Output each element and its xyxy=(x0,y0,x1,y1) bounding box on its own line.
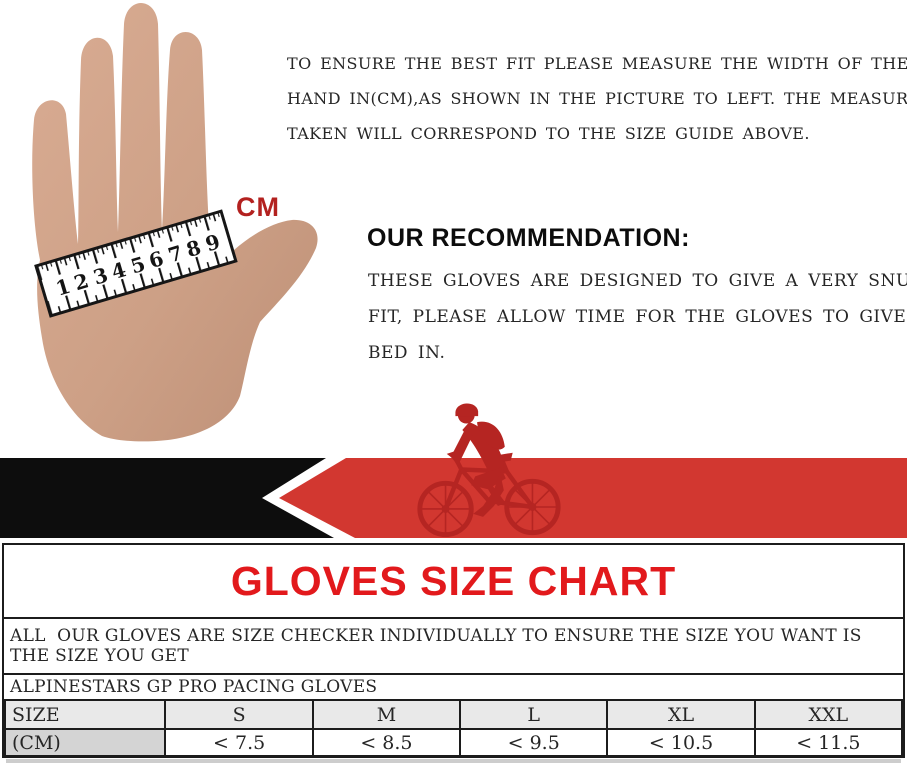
ruler-number: 3 xyxy=(90,263,110,290)
size-table-header-row: SIZE S M L XL XXL xyxy=(3,699,904,730)
fit-instructions-line: TO ENSURE THE BEST FIT PLEASE MEASURE TH… xyxy=(287,54,907,73)
cm-value-l: < 9.5 xyxy=(459,728,609,757)
size-row-header: SIZE xyxy=(3,699,167,730)
size-table: SIZE S M L XL XXL (CM) < 7.5 < 8.5 < 9.5… xyxy=(3,699,904,757)
ruler-number: 7 xyxy=(165,240,185,267)
size-chart-panel: GLOVES SIZE CHART ALL OUR GLOVES ARE SIZ… xyxy=(2,543,905,758)
cm-value-xl: < 10.5 xyxy=(606,728,756,757)
size-table-cm-row: (CM) < 7.5 < 8.5 < 9.5 < 10.5 < 11.5 xyxy=(3,728,904,757)
ruler-number: 6 xyxy=(146,246,166,273)
recommendation-line: FIT, PLEASE ALLOW TIME FOR THE GLOVES TO… xyxy=(368,307,907,327)
cm-value-s: < 7.5 xyxy=(164,728,314,757)
ruler-number: 5 xyxy=(128,252,148,279)
ruler-number: 2 xyxy=(71,268,91,295)
ruler-number: 4 xyxy=(109,257,129,284)
recommendation-text: THESE GLOVES ARE DESIGNED TO GIVE A VERY… xyxy=(368,263,907,371)
recommendation-heading: OUR RECOMMENDATION: xyxy=(367,224,690,252)
size-cell-m: M xyxy=(311,699,462,730)
ruler-number: 9 xyxy=(203,229,223,256)
cm-unit-label: CM xyxy=(236,192,280,222)
hand-photo: 1 2 3 4 5 6 7 8 9 xyxy=(32,3,318,442)
bottom-shadow-strip xyxy=(6,759,901,763)
size-cell-l: L xyxy=(459,699,609,730)
ruler-number: 8 xyxy=(183,235,203,262)
banner-red-segment xyxy=(279,458,907,538)
fit-instructions-line: TAKEN WILL CORRESPOND TO THE SIZE GUIDE … xyxy=(287,124,810,143)
recommendation-line: BED IN. xyxy=(368,343,446,363)
ruler-number: 1 xyxy=(53,274,73,301)
hand-silhouette xyxy=(32,3,318,442)
size-cell-xxl: XXL xyxy=(753,699,904,730)
size-cell-xl: XL xyxy=(606,699,756,730)
size-chart-title: GLOVES SIZE CHART xyxy=(4,545,903,619)
cm-value-xxl: < 11.5 xyxy=(753,728,904,757)
size-cell-s: S xyxy=(164,699,314,730)
fit-instructions: TO ENSURE THE BEST FIT PLEASE MEASURE TH… xyxy=(287,46,907,151)
cm-value-m: < 8.5 xyxy=(311,728,462,757)
size-chart-note: ALL OUR GLOVES ARE SIZE CHECKER INDIVIDU… xyxy=(4,619,903,675)
recommendation-line: THESE GLOVES ARE DESIGNED TO GIVE A VERY… xyxy=(368,271,907,291)
cyclist-icon xyxy=(417,403,561,537)
product-name: ALPINESTARS GP PRO PACING GLOVES xyxy=(10,677,378,697)
fit-instructions-line: HAND IN(CM),AS SHOWN IN THE PICTURE TO L… xyxy=(287,89,907,108)
brand-banner xyxy=(0,458,907,538)
ruler: 1 2 3 4 5 6 7 8 9 xyxy=(34,209,238,318)
cm-row-header: (CM) xyxy=(3,728,167,757)
